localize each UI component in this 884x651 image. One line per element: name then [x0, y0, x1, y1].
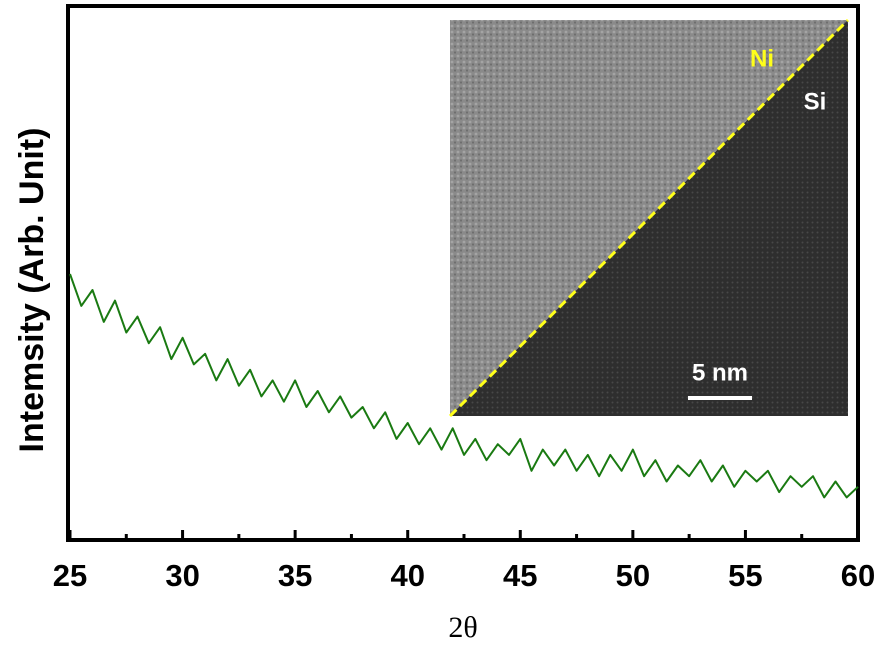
x-tick-label: 45: [503, 558, 537, 593]
x-tick-label: 60: [841, 558, 875, 593]
x-tick-label: 35: [278, 558, 312, 593]
annotation: Ni: [750, 45, 774, 72]
annotation: 5 nm: [692, 359, 748, 386]
x-tick-label: 30: [165, 558, 199, 593]
x-tick-label: 50: [616, 558, 650, 593]
inset-image: [448, 18, 850, 418]
data-line: [69, 273, 859, 499]
x-tick-label: 25: [53, 558, 87, 593]
annotation: Si: [804, 88, 827, 115]
x-axis-label: 2θ: [448, 611, 477, 644]
x-tick-label: 55: [728, 558, 762, 593]
x-tick-label: 40: [390, 558, 424, 593]
y-axis-label: Intemsity (Arb. Unit): [13, 128, 51, 453]
